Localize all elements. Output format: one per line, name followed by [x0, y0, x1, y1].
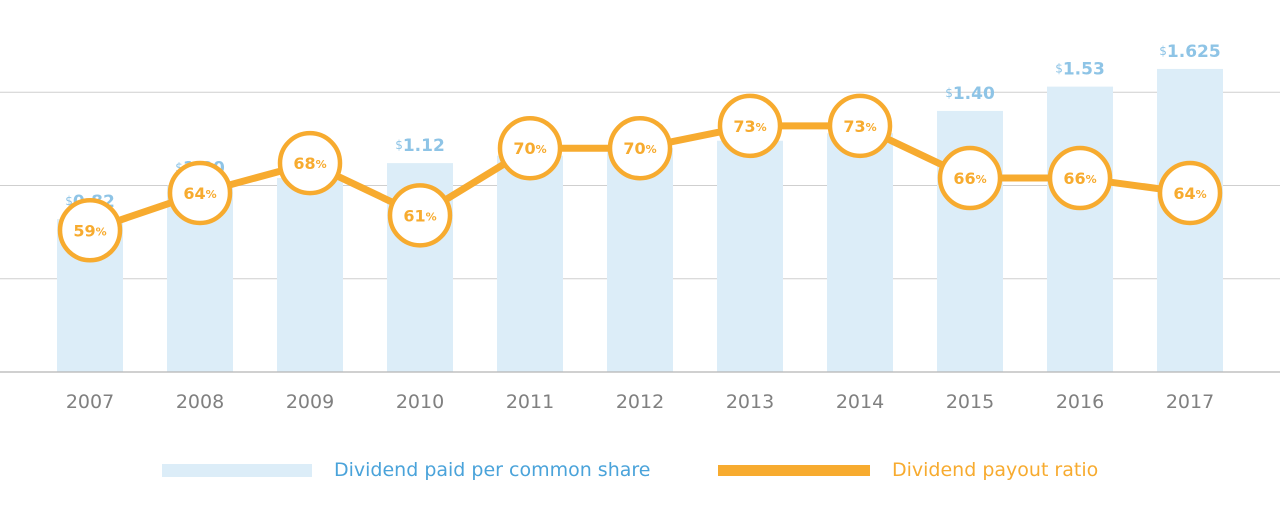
- bar-2013: [717, 140, 783, 372]
- payout-label-value: 66: [1063, 169, 1085, 188]
- x-tick-2017: 2017: [1166, 391, 1214, 413]
- payout-label-2007: 59%: [73, 221, 106, 240]
- payout-label-2013: 73%: [733, 117, 766, 136]
- bar-label-value: 1.625: [1167, 42, 1221, 62]
- payout-label-percent: %: [206, 188, 217, 201]
- payout-label-2010: 61%: [403, 206, 436, 225]
- payout-label-2015: 66%: [953, 169, 986, 188]
- payout-marker-2015: [937, 145, 1003, 211]
- chart-canvas: $0.82$1.00$1.04$1.12$1.16$1.20$1.24$1.28…: [0, 42, 1280, 413]
- payout-marker-2010: [387, 183, 453, 248]
- x-tick-2016: 2016: [1056, 391, 1104, 413]
- payout-label-value: 70: [623, 139, 645, 158]
- payout-marker-2017: [1157, 160, 1223, 226]
- x-tick-2015: 2015: [946, 391, 994, 413]
- payout-label-percent: %: [646, 143, 657, 156]
- payout-marker-2007: [57, 198, 123, 263]
- legend: Dividend paid per common share Dividend …: [0, 452, 1280, 488]
- payout-label-value: 61: [403, 206, 425, 225]
- payout-label-value: 66: [953, 169, 975, 188]
- payout-label-value: 64: [183, 184, 205, 203]
- bar-label-value: 1.12: [403, 136, 445, 156]
- payout-marker-2009: [277, 130, 343, 196]
- payout-label-2014: 73%: [843, 117, 876, 136]
- bar-label-2015: $1.40: [945, 84, 995, 104]
- payout-marker-2016: [1047, 145, 1113, 211]
- bar-2011: [497, 155, 563, 372]
- bar-label-currency: $: [945, 86, 953, 100]
- x-tick-2008: 2008: [176, 391, 224, 413]
- bar-label-value: 1.40: [953, 84, 995, 104]
- payout-label-percent: %: [976, 173, 987, 186]
- bar-label-currency: $: [395, 138, 403, 152]
- x-tick-2013: 2013: [726, 391, 774, 413]
- bar-label-currency: $: [175, 161, 183, 175]
- payout-label-percent: %: [866, 121, 877, 134]
- payout-label-value: 68: [293, 154, 315, 173]
- payout-label-value: 64: [1173, 184, 1195, 203]
- legend-label-payout-ratio: Dividend payout ratio: [892, 459, 1099, 481]
- payout-label-percent: %: [96, 225, 107, 238]
- payout-label-percent: %: [316, 158, 327, 171]
- payout-label-2012: 70%: [623, 139, 656, 158]
- legend-swatch-line: [718, 464, 870, 476]
- bar-label-2016: $1.53: [1055, 60, 1105, 80]
- bar-label-2010: $1.12: [395, 136, 445, 156]
- x-tick-2011: 2011: [506, 391, 554, 413]
- x-tick-2007: 2007: [66, 391, 114, 413]
- payout-label-value: 70: [513, 139, 535, 158]
- bar-label-currency: $: [65, 194, 73, 208]
- payout-label-2017: 64%: [1173, 184, 1206, 203]
- legend-item-payout-ratio: Dividend payout ratio: [718, 452, 1098, 488]
- x-tick-2010: 2010: [396, 391, 444, 413]
- legend-label-dividend-paid: Dividend paid per common share: [334, 459, 651, 481]
- payout-label-value: 59: [73, 221, 95, 240]
- payout-label-2011: 70%: [513, 139, 546, 158]
- x-tick-2009: 2009: [286, 391, 334, 413]
- bar-label-value: 1.53: [1063, 60, 1105, 80]
- payout-label-2008: 64%: [183, 184, 216, 203]
- x-tick-2014: 2014: [836, 391, 884, 413]
- payout-marker-2014: [827, 93, 893, 159]
- payout-marker-2008: [167, 160, 233, 226]
- payout-label-percent: %: [756, 121, 767, 134]
- bar-label-2017: $1.625: [1159, 42, 1220, 62]
- payout-marker-2012: [607, 115, 673, 181]
- bar-2014: [827, 133, 893, 372]
- payout-label-value: 73: [733, 117, 755, 136]
- bar-label-currency: $: [1159, 44, 1167, 58]
- bar-label-currency: $: [1055, 62, 1063, 76]
- payout-label-2016: 66%: [1063, 169, 1096, 188]
- payout-label-percent: %: [426, 210, 437, 223]
- payout-label-2009: 68%: [293, 154, 326, 173]
- payout-marker-2013: [717, 93, 783, 159]
- payout-label-value: 73: [843, 117, 865, 136]
- payout-label-percent: %: [536, 143, 547, 156]
- payout-label-percent: %: [1196, 188, 1207, 201]
- payout-label-percent: %: [1086, 173, 1097, 186]
- bar-2016: [1047, 86, 1113, 372]
- legend-swatch-bar: [162, 463, 312, 477]
- bar-2012: [607, 148, 673, 372]
- x-tick-2012: 2012: [616, 391, 664, 413]
- legend-item-dividend-paid: Dividend paid per common share: [162, 452, 650, 488]
- payout-marker-2011: [497, 115, 563, 181]
- bar-2009: [277, 178, 343, 372]
